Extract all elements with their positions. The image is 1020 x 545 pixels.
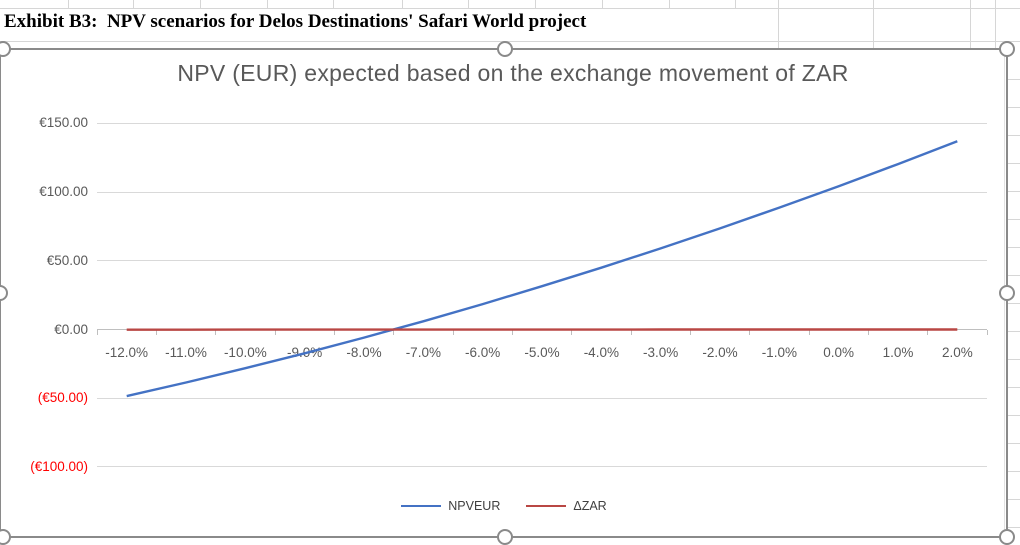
x-axis-tick bbox=[809, 330, 810, 335]
x-axis-tick bbox=[631, 330, 632, 335]
legend-item-npveur[interactable]: NPVEUR bbox=[401, 499, 500, 513]
exhibit-title-cell[interactable]: Exhibit B3: NPV scenarios for Delos Dest… bbox=[4, 11, 586, 33]
x-axis-label[interactable]: -4.0% bbox=[570, 345, 632, 360]
x-axis-tick bbox=[334, 330, 335, 335]
x-axis-tick bbox=[512, 330, 513, 335]
chart-title[interactable]: NPV (EUR) expected based on the exchange… bbox=[38, 60, 988, 87]
x-axis-line bbox=[97, 329, 987, 330]
y-gridline bbox=[97, 123, 987, 124]
x-axis-tick bbox=[453, 330, 454, 335]
resize-handle-top-right[interactable] bbox=[999, 41, 1015, 57]
resize-handle-bottom-right[interactable] bbox=[999, 529, 1015, 545]
x-axis-tick bbox=[868, 330, 869, 335]
x-axis-tick bbox=[97, 330, 98, 335]
y-axis-label[interactable]: €50.00 bbox=[0, 252, 88, 270]
resize-handle-top-center[interactable] bbox=[497, 41, 513, 57]
y-axis-label[interactable]: (€50.00) bbox=[0, 389, 88, 407]
y-gridline bbox=[97, 398, 987, 399]
x-axis-label[interactable]: -3.0% bbox=[630, 345, 692, 360]
y-gridline bbox=[97, 260, 987, 261]
legend-label: ΔZAR bbox=[573, 499, 606, 513]
x-axis-label[interactable]: -11.0% bbox=[155, 345, 217, 360]
x-axis-tick bbox=[927, 330, 928, 335]
x-axis-tick bbox=[987, 330, 988, 335]
x-axis-label[interactable]: -9.0% bbox=[274, 345, 336, 360]
legend-item-dzar[interactable]: ΔZAR bbox=[526, 499, 606, 513]
y-gridline bbox=[97, 466, 987, 467]
x-axis-label[interactable]: -8.0% bbox=[333, 345, 395, 360]
x-axis-label[interactable]: -1.0% bbox=[748, 345, 810, 360]
x-axis-tick bbox=[571, 330, 572, 335]
y-axis-label[interactable]: €0.00 bbox=[0, 321, 88, 339]
chart-legend[interactable]: NPVEUR ΔZAR bbox=[0, 499, 1008, 513]
x-axis-label[interactable]: -5.0% bbox=[511, 345, 573, 360]
x-axis-label[interactable]: -2.0% bbox=[689, 345, 751, 360]
x-axis-label[interactable]: 1.0% bbox=[867, 345, 929, 360]
x-axis-label[interactable]: -12.0% bbox=[96, 345, 158, 360]
y-gridline bbox=[97, 192, 987, 193]
y-axis-label[interactable]: €150.00 bbox=[0, 114, 88, 132]
x-axis-tick bbox=[393, 330, 394, 335]
y-axis-label[interactable]: (€100.00) bbox=[0, 458, 88, 476]
x-axis-label[interactable]: -7.0% bbox=[392, 345, 454, 360]
legend-line-sample bbox=[401, 505, 441, 508]
y-axis-label[interactable]: €100.00 bbox=[0, 183, 88, 201]
resize-handle-bottom-left[interactable] bbox=[0, 529, 11, 545]
resize-handle-middle-right[interactable] bbox=[999, 285, 1015, 301]
x-axis-label[interactable]: 2.0% bbox=[926, 345, 988, 360]
x-axis-tick bbox=[749, 330, 750, 335]
legend-label: NPVEUR bbox=[448, 499, 500, 513]
resize-handle-bottom-center[interactable] bbox=[497, 529, 513, 545]
x-axis-label[interactable]: 0.0% bbox=[808, 345, 870, 360]
x-axis-tick bbox=[215, 330, 216, 335]
x-axis-tick bbox=[275, 330, 276, 335]
x-axis-tick bbox=[690, 330, 691, 335]
x-axis-label[interactable]: -10.0% bbox=[214, 345, 276, 360]
x-axis-tick bbox=[156, 330, 157, 335]
x-axis-label[interactable]: -6.0% bbox=[452, 345, 514, 360]
legend-line-sample bbox=[526, 505, 566, 508]
